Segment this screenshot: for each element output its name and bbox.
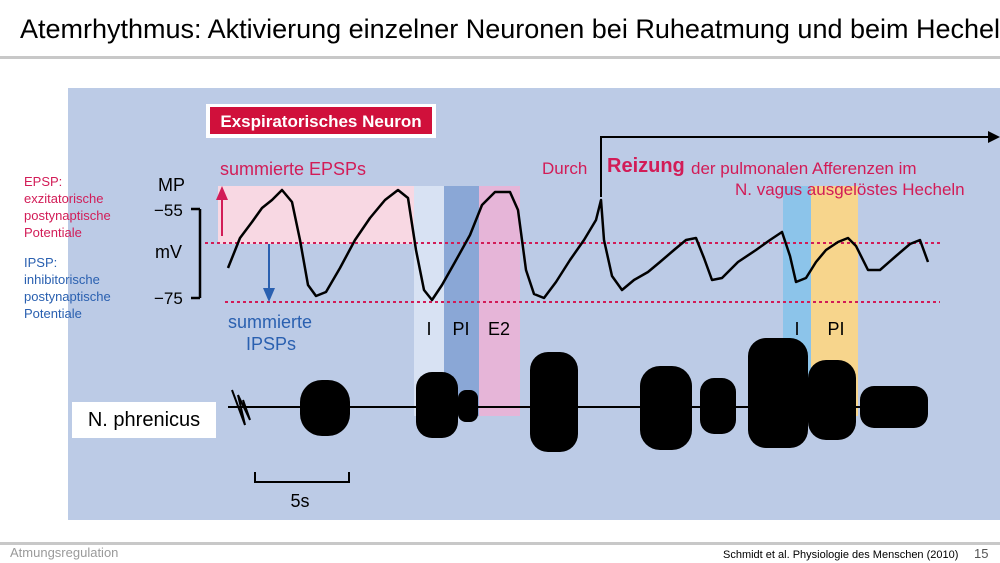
epsp-band — [218, 186, 414, 244]
epsp-explanation: EPSP: exzitatorische postynaptische Pote… — [24, 174, 111, 240]
epsp-arrowhead — [216, 186, 228, 200]
phrenic-nerve-label: N. phrenicus — [72, 402, 216, 438]
stimulus-bracket — [600, 136, 998, 197]
stimulation-text-keyword: Reizung — [607, 155, 685, 177]
axis-label-mp: MP — [158, 175, 185, 195]
ipsp-arrowhead — [263, 288, 275, 302]
time-scale-bar — [254, 472, 350, 483]
stimulation-text-prefix: Durch — [542, 159, 588, 178]
page-number: 15 — [974, 546, 989, 561]
summed-ipsp-label-line1: summierte — [228, 312, 312, 332]
title-divider — [0, 56, 1000, 59]
summed-ipsp-label-line2: IPSPs — [246, 334, 296, 354]
tick-label-minus-75: −75 — [154, 289, 183, 308]
phase-label-pi: PI — [452, 319, 469, 339]
phase-label-e2: E2 — [488, 319, 510, 339]
stimulation-text-suffix: der pulmonalen Afferenzen im — [691, 159, 917, 178]
neuron-title: Exspiratorisches Neuron — [220, 112, 421, 131]
stimulation-text-line2: N. vagus ausgelöstes Hecheln — [735, 180, 965, 199]
ipsp-explanation: IPSP: inhibitorische postynaptische Pote… — [24, 255, 111, 321]
neuron-title-box — [210, 107, 432, 134]
footer-source: Schmidt et al. Physiologie des Menschen … — [723, 549, 959, 561]
tick-label-minus-55: −55 — [154, 201, 183, 220]
summed-epsp-label: summierte EPSPs — [220, 159, 366, 179]
y-axis-ticks — [191, 207, 200, 300]
axis-label-mv: mV — [155, 242, 182, 262]
phrenic-nerve-activity — [228, 338, 928, 452]
membrane-potential-trace — [226, 188, 930, 302]
footer-topic: Atmungsregulation — [10, 545, 119, 560]
slide-title: Atemrhythmus: Aktivierung einzelner Neur… — [20, 14, 1000, 44]
phase-label-i: I — [426, 319, 431, 339]
pant-phase-label-pi: PI — [827, 319, 844, 339]
footer-divider — [0, 542, 1000, 545]
stimulus-arrowhead — [988, 131, 1000, 143]
pant-phase-label-i: I — [794, 319, 799, 339]
time-scale-label: 5s — [290, 491, 309, 511]
